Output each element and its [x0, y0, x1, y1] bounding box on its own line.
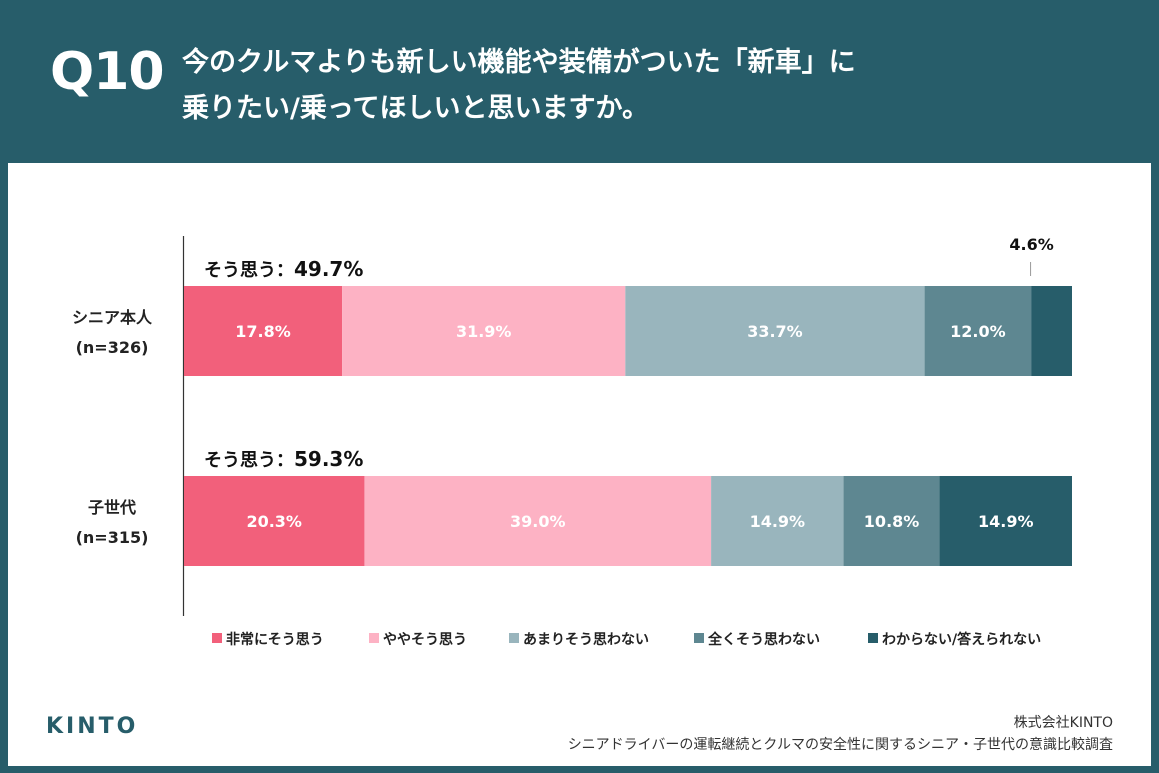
data-label: 4.6% — [1009, 235, 1053, 254]
bar-segment — [939, 476, 1072, 566]
question-title-line1: 今のクルマよりも新しい機能や装備がついた「新車」に — [182, 47, 856, 78]
bar-segment — [1031, 286, 1072, 376]
agree-summary-label: そう思う： — [204, 260, 294, 281]
category-n-label: (n=326) — [76, 338, 149, 357]
legend-label: 非常にそう思う — [226, 631, 324, 648]
kinto-logo: KINTO — [46, 714, 139, 739]
legend-swatch — [509, 633, 519, 643]
data-label: 39.0% — [510, 512, 566, 531]
agree-summary-value: 49.7% — [294, 257, 363, 281]
legend-swatch — [694, 633, 704, 643]
agree-summary-value: 59.3% — [294, 447, 363, 471]
footer-credits: 株式会社KINTO シニアドライバーの運転継続とクルマの安全性に関するシニア・子… — [568, 712, 1113, 756]
data-label: 17.8% — [235, 322, 291, 341]
question-title-line2: 乗りたい/乗ってほしいと思いますか。 — [182, 93, 649, 124]
data-label: 14.9% — [750, 512, 806, 531]
bar-segment — [711, 476, 844, 566]
data-label: 33.7% — [747, 322, 803, 341]
category-label: シニア本人 — [72, 308, 153, 327]
agree-summary-label: そう思う： — [204, 450, 294, 471]
question-title: 今のクルマよりも新しい機能や装備がついた「新車」に 乗りたい/乗ってほしいと思い… — [182, 40, 1082, 132]
legend-label: ややそう思う — [383, 632, 467, 648]
legend-label: あまりそう思わない — [523, 632, 649, 648]
legend-swatch — [868, 633, 878, 643]
legend-label: わからない/答えられない — [882, 631, 1041, 648]
category-n-label: (n=315) — [76, 528, 149, 547]
data-label: 20.3% — [246, 512, 302, 531]
footer-company: 株式会社KINTO — [1013, 715, 1113, 731]
data-label: 31.9% — [456, 322, 512, 341]
question-number: Q10 — [50, 42, 165, 102]
bar-segment — [843, 476, 940, 566]
bar-segment — [364, 476, 712, 566]
chart-panel — [8, 163, 1151, 766]
legend-label: 全くそう思わない — [707, 631, 820, 648]
header-banner: Q10 今のクルマよりも新しい機能や装備がついた「新車」に 乗りたい/乗ってほし… — [0, 0, 1159, 163]
legend-swatch — [212, 633, 222, 643]
bar-segment — [924, 286, 1032, 376]
bar-segment — [184, 286, 343, 376]
bar-segment — [184, 476, 365, 566]
agree-summary: そう思う：49.7% — [204, 257, 363, 281]
data-label: 10.8% — [864, 512, 920, 531]
footer-survey-title: シニアドライバーの運転継続とクルマの安全性に関するシニア・子世代の意識比較調査 — [567, 737, 1113, 753]
category-label: 子世代 — [88, 498, 136, 517]
legend-swatch — [369, 633, 379, 643]
bar-segment — [625, 286, 925, 376]
bar-segment — [342, 286, 626, 376]
agree-summary: そう思う：59.3% — [204, 447, 363, 471]
data-label: 12.0% — [950, 322, 1006, 341]
data-label: 14.9% — [978, 512, 1034, 531]
